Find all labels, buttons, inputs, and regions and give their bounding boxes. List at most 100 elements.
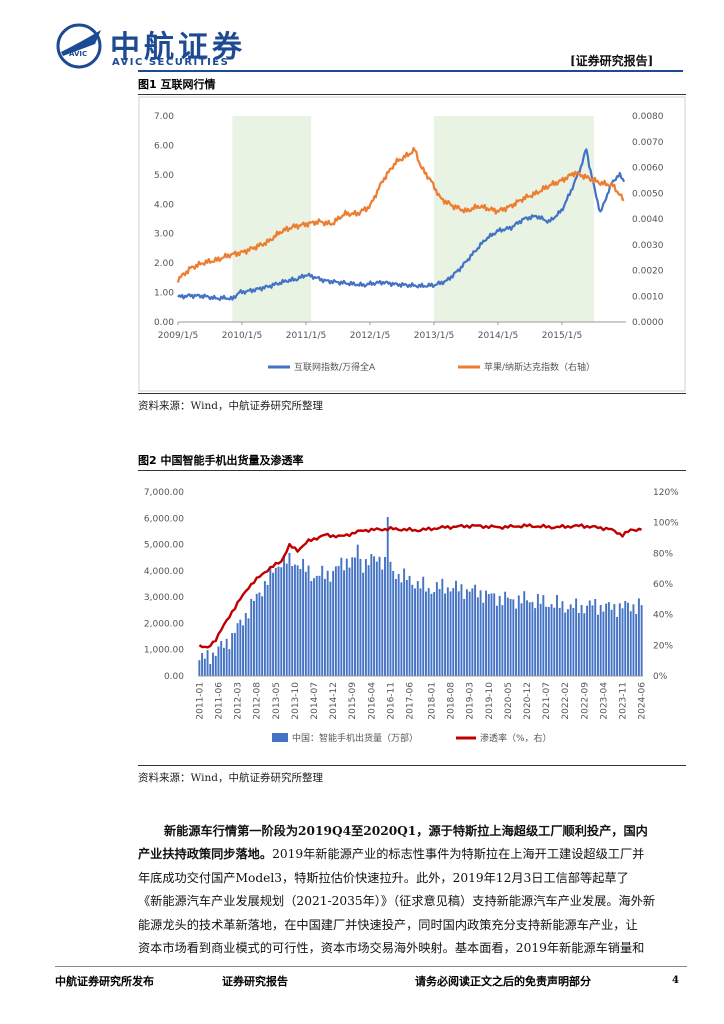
y-right-tick-label: 0.0080	[632, 112, 664, 122]
bar	[509, 599, 512, 676]
bar	[198, 660, 201, 676]
x-tick-label: 2009/1/5	[158, 331, 198, 341]
logo-badge: AVIC	[69, 50, 87, 58]
bar	[329, 581, 332, 676]
x-tick-label: 2013-10	[291, 682, 301, 720]
bar	[266, 584, 269, 676]
bar	[222, 647, 225, 676]
bar	[318, 575, 321, 676]
bar	[389, 561, 392, 676]
bar	[307, 565, 310, 676]
bar	[599, 605, 602, 676]
x-tick-label: 2011-01	[195, 682, 205, 720]
x-tick-label: 2019-10	[485, 682, 495, 720]
y-right-tick-label: 0.0040	[632, 215, 664, 225]
bar	[580, 605, 583, 676]
bar	[397, 574, 400, 676]
bar	[558, 607, 561, 676]
bar	[482, 602, 485, 676]
bar	[255, 593, 258, 676]
y-right-tick-label: 60%	[653, 580, 673, 590]
bar	[258, 592, 261, 676]
y-left-tick-label: 6.00	[154, 141, 174, 151]
x-tick-label: 2013-05	[272, 682, 282, 720]
bar	[367, 565, 370, 676]
figure2-chart: 0.00 1,000.00 2,000.00 3,000.00 4,000.00 5,00…	[144, 488, 679, 744]
legend-label: 互联网指数/万得全A	[294, 361, 376, 373]
bar	[471, 588, 474, 676]
bar	[465, 589, 468, 676]
bar	[263, 581, 266, 676]
bar	[422, 576, 425, 676]
x-tick-label: 2016-04	[367, 682, 377, 720]
bar	[362, 572, 365, 676]
bar	[348, 567, 351, 676]
chart-frame	[138, 96, 686, 392]
bar	[225, 638, 228, 676]
x-tick-label: 2023-04	[599, 682, 609, 720]
bar	[498, 595, 501, 676]
bar	[326, 570, 329, 676]
bar	[242, 625, 244, 676]
bar	[394, 579, 397, 676]
bar	[414, 588, 416, 676]
bar	[220, 641, 223, 676]
bar	[556, 595, 558, 676]
bar	[203, 658, 206, 676]
bar	[299, 569, 302, 676]
bar	[534, 608, 537, 676]
bar	[564, 612, 567, 676]
bar	[460, 584, 463, 676]
y-left-tick-label: 1.00	[154, 289, 174, 299]
bar	[212, 652, 214, 676]
bar	[575, 598, 578, 676]
y-right-tick-label: 0.0030	[632, 241, 664, 251]
x-tick-label: 2021-07	[542, 682, 552, 720]
bar	[594, 599, 597, 676]
bar	[542, 595, 545, 676]
bar	[378, 556, 381, 676]
bar	[504, 591, 507, 676]
bar	[280, 567, 283, 676]
bar	[455, 580, 457, 676]
report-type-label: [证券研究报告]	[570, 54, 654, 68]
bar	[539, 603, 542, 676]
bar	[490, 593, 493, 676]
bar	[613, 604, 616, 676]
bar	[515, 608, 518, 676]
x-tick-label: 2010/1/5	[222, 331, 262, 341]
y-right-tick-label: 0.0060	[632, 164, 664, 174]
bar	[637, 598, 640, 676]
x-tick-label: 2018-01	[427, 682, 437, 720]
x-tick-label: 2014/1/5	[478, 331, 518, 341]
legend-label: 中国：智能手机出货量（万部）	[292, 732, 418, 744]
bar	[356, 544, 359, 676]
bar	[520, 603, 523, 676]
bar	[501, 605, 504, 676]
y-left-tick-label: 6,000.00	[144, 514, 184, 524]
x-tick-label: 2012/1/5	[350, 331, 390, 341]
bar	[400, 582, 403, 676]
y-left-tick-label: 0.00	[154, 318, 174, 328]
y-right-tick-label: 100%	[653, 519, 679, 529]
bar	[425, 591, 427, 676]
bar	[293, 564, 296, 676]
bar	[272, 572, 275, 676]
x-tick-label: 2015-09	[348, 682, 358, 720]
bar	[438, 589, 441, 676]
x-tick-label: 2015/1/5	[542, 331, 582, 341]
logo-name-en: AVIC SECURITIES	[112, 57, 230, 68]
bar	[337, 565, 340, 676]
x-tick-label: 2024-06	[638, 682, 648, 720]
bar	[408, 575, 411, 676]
bar	[591, 605, 594, 676]
y-left-tick-label: 3.00	[154, 230, 174, 240]
bar	[375, 561, 378, 676]
bar	[536, 594, 539, 676]
y-left-tick-label: 3,000.00	[144, 593, 184, 603]
series-line	[177, 148, 626, 301]
series-line	[176, 146, 625, 283]
bar	[476, 597, 479, 676]
footer-rule	[55, 966, 687, 967]
figure1-top-rule	[138, 94, 686, 95]
